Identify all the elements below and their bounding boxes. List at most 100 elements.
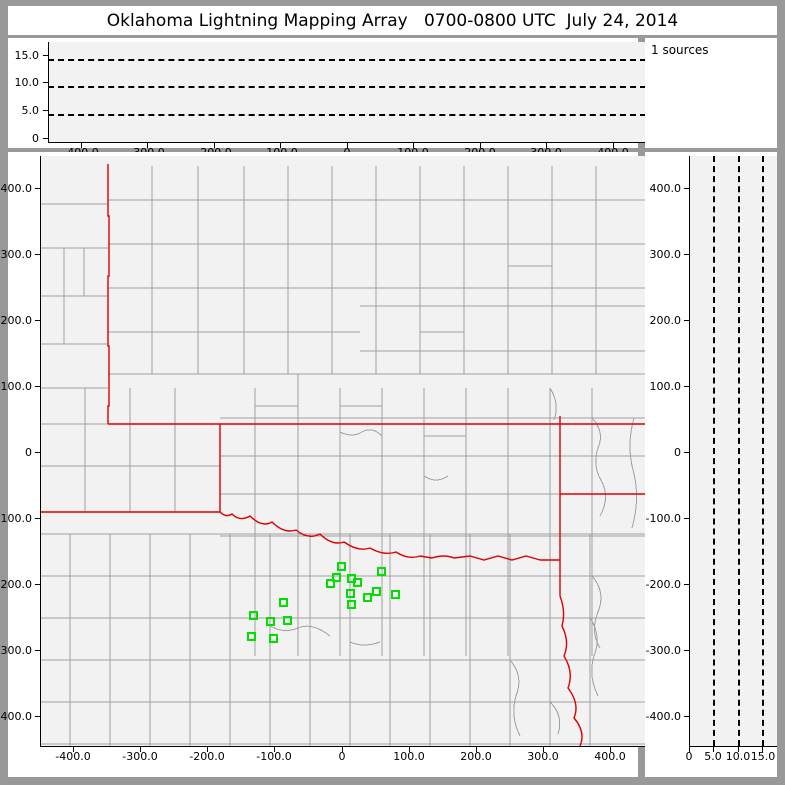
xtick-mark--400 [81, 143, 82, 148]
map-xtick-mark-100 [409, 747, 410, 752]
right-xtick-mark-15 [762, 747, 763, 752]
map-xtick-label-0: 0 [338, 750, 346, 763]
right-ytick-mark-400 [684, 188, 689, 189]
xtick-mark-100 [413, 143, 414, 148]
map-ytick-mark-100 [35, 386, 40, 387]
time-height-panel: 0 5.0 10.0 15.0 -400.0 -300.0 -200.0 -10… [8, 38, 646, 159]
top-panel-x-axis [48, 142, 646, 143]
map-xtick-mark-400 [610, 747, 611, 752]
map-ytick-mark-0 [35, 452, 40, 453]
map-xtick-label--400: -400.0 [55, 750, 91, 763]
map-ytick-label-100: 100.0 [0, 380, 33, 393]
gridline-15 [762, 156, 765, 746]
ytick-mark-10 [43, 82, 48, 83]
right-ytick-label--400: -400.0 [645, 710, 681, 723]
right-ytick-label--100: -100.0 [645, 512, 681, 525]
map-xtick-label--300: -300.0 [122, 750, 158, 763]
top-panel-y-axis [48, 42, 49, 143]
time-height-plot-area [48, 42, 646, 142]
lma-source-marker [391, 590, 400, 599]
height-east-west-panel: 400.0 300.0 200.0 100.0 0 -100.0 -200.0 … [645, 152, 777, 777]
right-ytick-label--300: -300.0 [645, 644, 681, 657]
ytick-mark-15 [43, 55, 48, 56]
map-ytick-mark-300 [35, 254, 40, 255]
gridline-10 [48, 86, 646, 89]
map-xtick-mark--200 [207, 747, 208, 752]
lma-source-marker [266, 617, 275, 626]
right-ytick-mark--200 [684, 584, 689, 585]
map-ytick-label--100: -100.0 [0, 512, 32, 525]
gridline-5 [713, 156, 716, 746]
gridline-15 [48, 58, 646, 61]
right-xtick-mark-10 [738, 747, 739, 752]
right-ytick-label-400: 400.0 [649, 182, 682, 195]
map-xtick-mark-200 [476, 747, 477, 752]
map-xtick-label--200: -200.0 [189, 750, 225, 763]
xtick-mark-0 [347, 143, 348, 148]
map-ytick-label-400: 400.0 [0, 182, 33, 195]
lma-source-marker [283, 616, 292, 625]
ytick-label-5: 5.0 [21, 104, 40, 117]
right-ytick-mark--400 [684, 716, 689, 717]
map-ytick-label--300: -300.0 [0, 644, 32, 657]
map-ytick-mark-200 [35, 320, 40, 321]
gridline-5 [48, 114, 646, 117]
xtick-mark-300 [546, 143, 547, 148]
map-ytick-label-200: 200.0 [0, 314, 33, 327]
ytick-mark-5 [43, 110, 48, 111]
ytick-label-0: 0 [32, 132, 39, 145]
right-xtick-label-10: 10.0 [725, 750, 751, 763]
map-ytick-label-300: 300.0 [0, 248, 33, 261]
xtick-mark-400 [613, 143, 614, 148]
lma-source-marker [332, 573, 341, 582]
map-xtick-mark-0 [342, 747, 343, 752]
map-ytick-mark--400 [35, 716, 40, 717]
xtick-mark-200 [480, 143, 481, 148]
right-panel-x-axis [689, 746, 777, 747]
map-ytick-label--400: -400.0 [0, 710, 32, 723]
right-ytick-label-300: 300.0 [649, 248, 682, 261]
map-y-axis [40, 156, 41, 747]
source-count-panel: 1 sources [645, 38, 777, 148]
lma-source-marker [347, 600, 356, 609]
right-ytick-mark-200 [684, 320, 689, 321]
right-ytick-mark--300 [684, 650, 689, 651]
right-ytick-label-0: 0 [674, 446, 681, 459]
title-bar: Oklahoma Lightning Mapping Array 0700-08… [8, 6, 777, 35]
map-plot-area[interactable] [40, 156, 646, 746]
map-ytick-label-0: 0 [25, 446, 32, 459]
ytick-mark-0 [43, 138, 48, 139]
map-xtick-mark--400 [73, 747, 74, 752]
map-xtick-mark-300 [543, 747, 544, 752]
lma-source-marker [279, 598, 288, 607]
page-title: Oklahoma Lightning Mapping Array 0700-08… [106, 10, 679, 31]
right-ytick-mark-0 [684, 452, 689, 453]
plan-view-map-panel: 400.0 300.0 200.0 100.0 0 -100.0 -200.0 … [0, 152, 646, 777]
xtick-mark--300 [147, 143, 148, 148]
map-xtick-label-400: 400.0 [594, 750, 626, 763]
lma-source-marker [247, 632, 256, 641]
source-count-label: 1 sources [651, 43, 709, 57]
lma-source-marker [346, 589, 355, 598]
map-ytick-mark-400 [35, 188, 40, 189]
right-panel-y-axis [689, 156, 690, 747]
lma-source-marker [326, 579, 335, 588]
map-xtick-mark--100 [274, 747, 275, 752]
map-ytick-mark--100 [35, 518, 40, 519]
right-ytick-mark-300 [684, 254, 689, 255]
lma-source-marker [363, 593, 372, 602]
map-ytick-mark--200 [35, 584, 40, 585]
gridline-10 [737, 156, 740, 746]
xtick-mark--200 [214, 143, 215, 148]
map-xtick-label-100: 100.0 [393, 750, 425, 763]
lma-source-marker [337, 562, 346, 571]
map-xtick-label-200: 200.0 [460, 750, 492, 763]
right-xtick-mark-0 [689, 747, 690, 752]
lma-source-marker [353, 578, 362, 587]
right-xtick-mark-5 [713, 747, 714, 752]
right-ytick-label-100: 100.0 [649, 380, 682, 393]
lma-source-marker [377, 567, 386, 576]
xtick-mark--100 [280, 143, 281, 148]
right-xtick-label-0: 0 [685, 750, 693, 763]
